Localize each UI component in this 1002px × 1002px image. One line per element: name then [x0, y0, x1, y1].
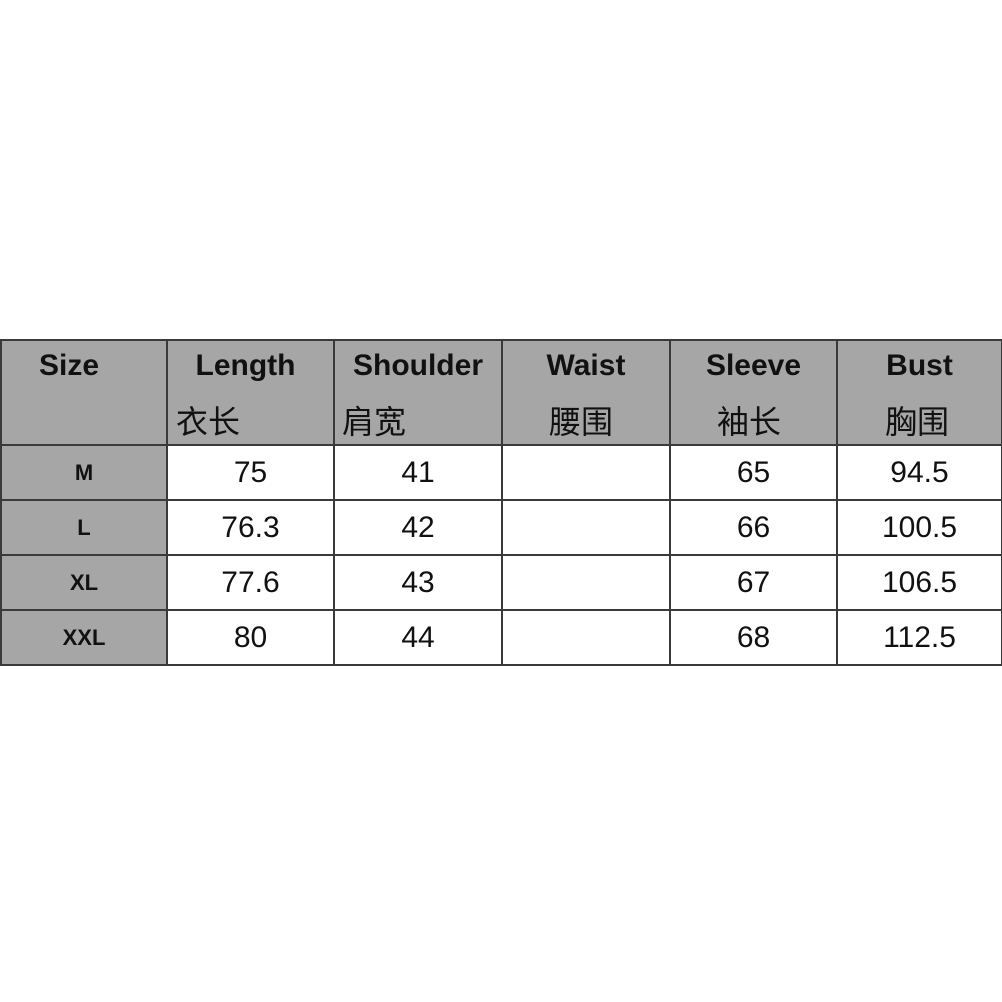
shoulder-cell: 43 — [333, 554, 503, 611]
sleeve-cell: 68 — [669, 609, 838, 666]
header-length: Length 衣长 — [166, 339, 335, 446]
header-zh: 胸围 — [885, 403, 950, 441]
bust-cell: 100.5 — [836, 499, 1002, 556]
waist-cell — [501, 554, 671, 611]
header-en: Length — [195, 349, 296, 382]
bust-cell: 106.5 — [836, 554, 1002, 611]
size-cell: XXL — [0, 609, 168, 666]
size-cell: L — [0, 499, 168, 556]
header-sleeve: Sleeve 袖长 — [669, 339, 838, 446]
header-en: Size — [38, 349, 100, 382]
length-cell: 77.6 — [166, 554, 335, 611]
table-row: XXL 80 44 68 112.5 — [0, 609, 1002, 666]
length-cell: 80 — [166, 609, 335, 666]
header-size: Size — [0, 339, 168, 446]
sleeve-cell: 66 — [669, 499, 838, 556]
size-chart-table: Size Length 衣长 Shoulder 肩宽 Waist 腰围 Sleeve 袖… — [0, 339, 1002, 666]
header-en: Bust — [886, 349, 953, 382]
header-zh: 衣长 — [176, 403, 241, 441]
sleeve-cell: 65 — [669, 444, 838, 501]
table-row: M 75 41 65 94.5 — [0, 444, 1002, 501]
table-row: L 76.3 42 66 100.5 — [0, 499, 1002, 556]
header-en: Waist — [546, 349, 626, 382]
table-row: XL 77.6 43 67 106.5 — [0, 554, 1002, 611]
header-en: Shoulder — [352, 349, 483, 382]
sleeve-cell: 67 — [669, 554, 838, 611]
header-waist: Waist 腰围 — [501, 339, 671, 446]
shoulder-cell: 44 — [333, 609, 503, 666]
waist-cell — [501, 444, 671, 501]
length-cell: 75 — [166, 444, 335, 501]
header-en: Sleeve — [705, 349, 802, 382]
size-cell: XL — [0, 554, 168, 611]
header-zh: 肩宽 — [342, 403, 407, 441]
length-cell: 76.3 — [166, 499, 335, 556]
size-cell: M — [0, 444, 168, 501]
bust-cell: 112.5 — [836, 609, 1002, 666]
waist-cell — [501, 609, 671, 666]
waist-cell — [501, 499, 671, 556]
header-row: Size Length 衣长 Shoulder 肩宽 Waist 腰围 Sleeve 袖… — [0, 339, 1002, 446]
shoulder-cell: 42 — [333, 499, 503, 556]
header-zh: 袖长 — [717, 403, 782, 441]
header-zh: 腰围 — [549, 403, 614, 441]
shoulder-cell: 41 — [333, 444, 503, 501]
header-shoulder: Shoulder 肩宽 — [333, 339, 503, 446]
bust-cell: 94.5 — [836, 444, 1002, 501]
header-bust: Bust 胸围 — [836, 339, 1002, 446]
